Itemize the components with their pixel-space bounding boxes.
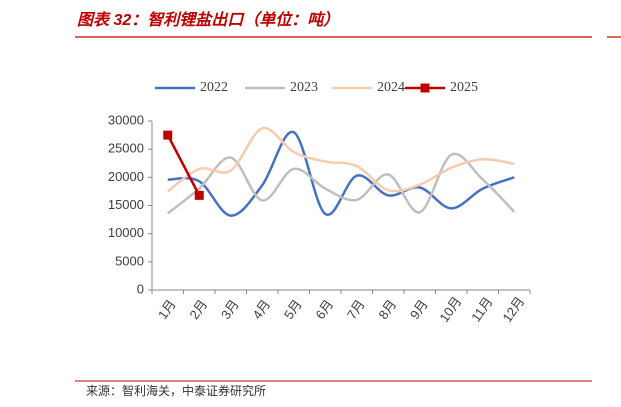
marker [194,190,204,200]
x-tick-label: 12月 [499,294,527,325]
x-tick-label: 2月 [186,297,210,322]
x-tick-label: 4月 [249,297,273,322]
x-tick-label: 5月 [281,297,305,322]
legend-label: 2025 [450,80,478,95]
series-line [167,131,515,217]
x-tick-label: 8月 [375,297,399,322]
series-line [166,134,201,196]
x-tick-label: 6月 [312,297,336,322]
source: 来源：智利海关，中泰证券研究所 [86,383,266,398]
legend-label: 2024 [377,80,405,95]
y-tick-label: 20000 [108,169,144,184]
y-tick-label: 0 [137,281,144,296]
y-tick-label: 5000 [115,253,144,268]
x-tick-label: 10月 [436,294,464,325]
x-tick-label: 9月 [407,297,431,322]
series-line [166,126,515,193]
y-tick-label: 25000 [108,141,144,156]
marker [163,130,173,140]
legend-label: 2023 [290,80,318,95]
y-tick-label: 10000 [108,225,144,240]
x-tick-label: 3月 [218,297,242,322]
y-tick-label: 15000 [108,197,144,212]
x-tick-label: 11月 [468,294,495,324]
x-tick-label: 1月 [155,297,179,322]
x-tick-label: 7月 [344,297,368,322]
chart-title: 图表 32：智利锂盐出口（单位：吨） [77,10,339,29]
y-tick-label: 30000 [108,112,144,127]
series-line [166,152,516,215]
legend-marker [420,83,430,93]
legend-label: 2022 [200,80,228,95]
